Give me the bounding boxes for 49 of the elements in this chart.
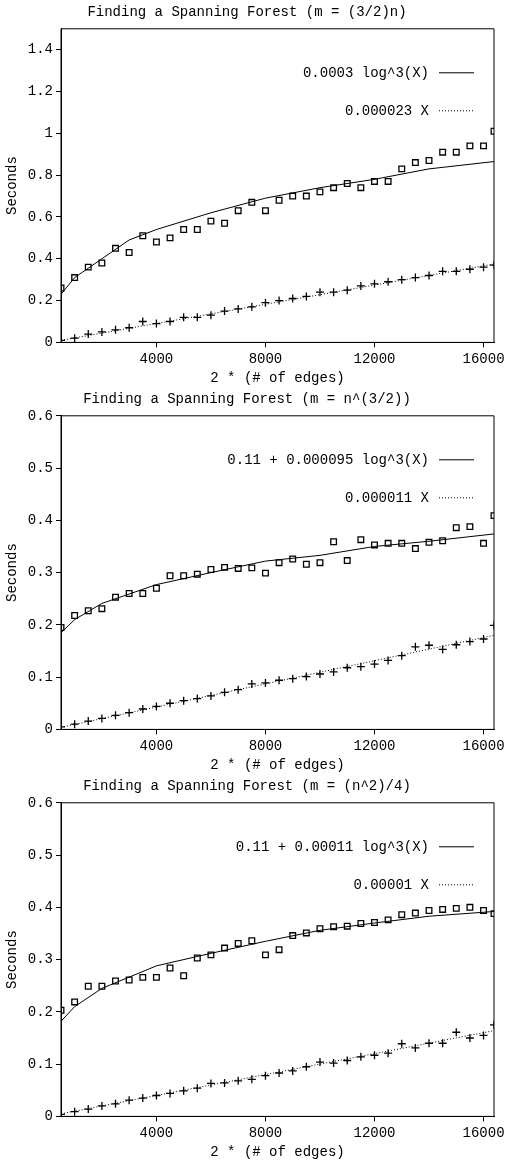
- x-tick-label: 8000: [248, 737, 283, 754]
- y-tick-label: 0: [44, 334, 53, 351]
- y-tick-label: 0.5: [27, 846, 53, 863]
- x-tick-label: 4000: [139, 737, 174, 754]
- x-axis-title: 2 * (# of edges): [210, 370, 345, 387]
- y-tick-label: 0: [44, 721, 53, 738]
- legend-label: 0.11 + 0.00011 log^3(X): [235, 838, 429, 855]
- y-axis-title: Seconds: [4, 156, 21, 216]
- x-tick-label: 16000: [462, 1124, 505, 1141]
- x-tick-label: 8000: [248, 1124, 283, 1141]
- y-tick-label: 1: [44, 125, 53, 142]
- y-tick-label: 0.1: [27, 668, 53, 685]
- x-tick-label: 16000: [462, 737, 505, 754]
- y-tick-label: 0.5: [27, 459, 53, 476]
- legend-label: 0.11 + 0.000095 log^3(X): [227, 451, 429, 468]
- y-tick-label: 0.6: [27, 208, 53, 225]
- legend-label: 0.0003 log^3(X): [302, 64, 429, 81]
- legend-label: 0.000023 X: [344, 102, 430, 119]
- y-tick-label: 1.4: [27, 41, 53, 58]
- y-tick-label: 0.8: [27, 166, 53, 183]
- x-axis-title: 2 * (# of edges): [210, 1144, 345, 1161]
- y-axis-title: Seconds: [4, 543, 21, 603]
- y-tick-label: 0.6: [27, 407, 53, 424]
- y-tick-label: 0.6: [27, 794, 53, 811]
- x-tick-label: 16000: [462, 350, 505, 367]
- y-tick-label: 0: [44, 1108, 53, 1125]
- y-tick-label: 0.2: [27, 1003, 53, 1020]
- y-tick-label: 0.4: [27, 899, 53, 916]
- y-tick-label: 0.2: [27, 616, 53, 633]
- chart-title: Finding a Spanning Forest (m = (n^2)/4): [83, 778, 411, 795]
- y-tick-label: 0.3: [27, 564, 53, 581]
- chart-title: Finding a Spanning Forest (m = (3/2)n): [87, 4, 407, 21]
- x-tick-label: 8000: [248, 350, 283, 367]
- x-tick-label: 12000: [353, 737, 396, 754]
- y-tick-label: 0.3: [27, 951, 53, 968]
- chart-title: Finding a Spanning Forest (m = n^(3/2)): [83, 391, 411, 408]
- y-tick-label: 0.2: [27, 292, 53, 309]
- x-tick-label: 12000: [353, 350, 396, 367]
- y-tick-label: 0.4: [27, 512, 53, 529]
- x-tick-label: 4000: [139, 350, 174, 367]
- x-tick-label: 4000: [139, 1124, 174, 1141]
- y-tick-label: 1.2: [27, 83, 53, 100]
- x-axis-title: 2 * (# of edges): [210, 757, 345, 774]
- y-tick-label: 0.4: [27, 250, 53, 267]
- y-axis-title: Seconds: [4, 930, 21, 990]
- legend-label: 0.00001 X: [353, 876, 430, 893]
- y-tick-label: 0.1: [27, 1055, 53, 1072]
- legend-label: 0.000011 X: [344, 489, 430, 506]
- x-tick-label: 12000: [353, 1124, 396, 1141]
